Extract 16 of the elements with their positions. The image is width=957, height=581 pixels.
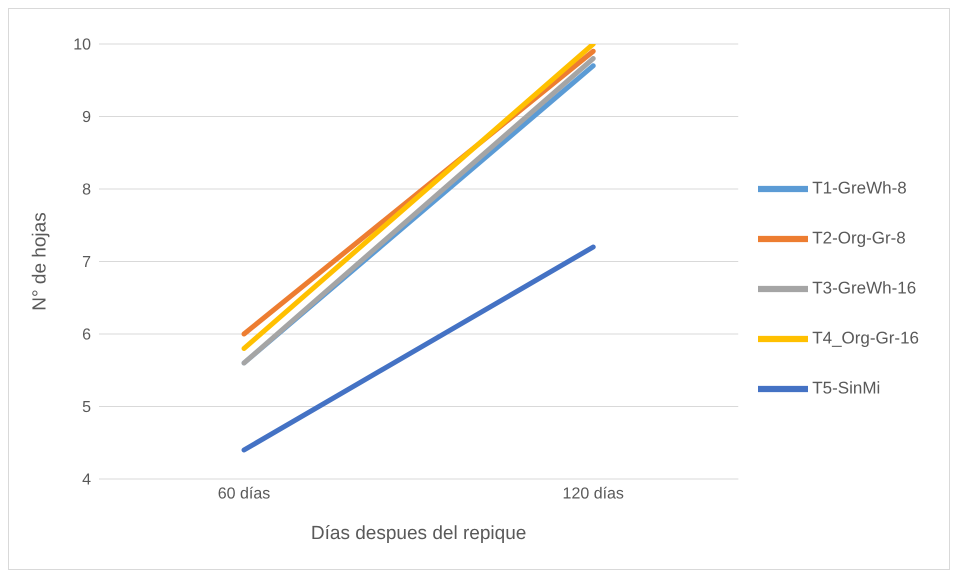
legend-label: T5-SinMi: [812, 378, 880, 398]
y-tick-label: 6: [82, 326, 92, 344]
y-tick-label: 5: [82, 399, 92, 416]
legend-label: T3-GreWh-16: [812, 278, 916, 298]
x-tick-label: 60 días: [218, 485, 270, 502]
y-tick-label: 10: [73, 36, 92, 54]
legend-label: T4_Org-Gr-16: [812, 328, 919, 348]
x-axis-title: Días despues del repique: [310, 523, 526, 544]
legend-label: T2-Org-Gr-8: [812, 228, 906, 248]
y-tick-label: 7: [82, 254, 92, 272]
y-tick-label: 9: [82, 109, 92, 126]
x-tick-label: 120 días: [562, 485, 624, 502]
y-tick-label: 4: [82, 472, 92, 489]
y-tick-label: 8: [82, 182, 92, 199]
legend-label: T1-GreWh-8: [812, 178, 907, 198]
y-axis-title: N° de hojas: [30, 212, 51, 311]
